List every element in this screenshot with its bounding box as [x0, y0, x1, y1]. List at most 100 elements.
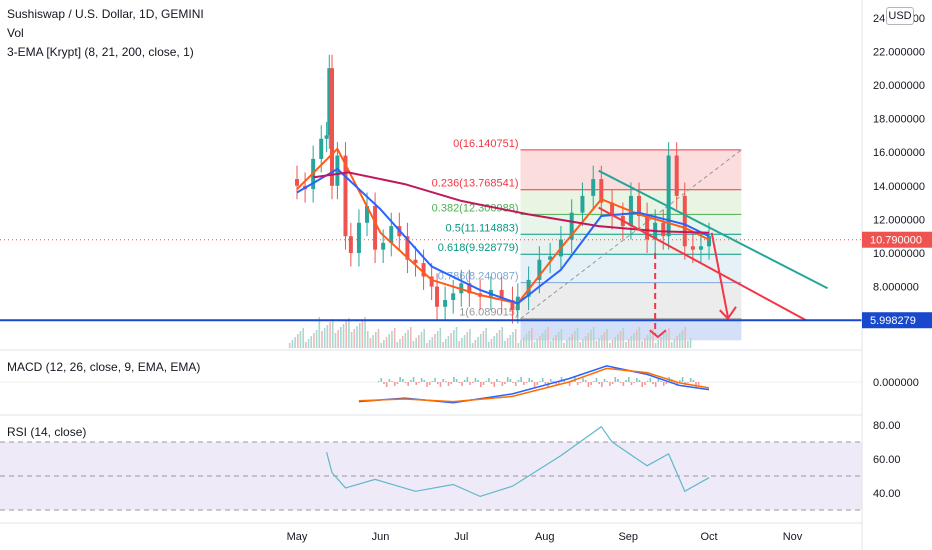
- channel-top-line: [598, 169, 828, 290]
- volume-bar: [404, 333, 407, 348]
- volume-bar: [436, 331, 439, 348]
- macd-histogram-bar: [453, 377, 455, 382]
- volume-bar: [466, 332, 469, 348]
- volume-bar: [689, 338, 692, 348]
- volume-legend[interactable]: Vol: [7, 26, 24, 40]
- macd-histogram-bar: [412, 377, 415, 382]
- breakdown-arrowhead: [719, 306, 737, 321]
- volume-bar: [331, 319, 334, 348]
- volume-bar: [673, 339, 676, 348]
- volume-bar: [334, 333, 337, 348]
- candle-body: [451, 293, 456, 301]
- candle-body: [389, 226, 394, 243]
- candle-body: [467, 283, 472, 294]
- macd-histogram-bar: [681, 377, 684, 382]
- volume-bar: [377, 329, 380, 348]
- volume-bar: [552, 338, 555, 348]
- volume-bar: [660, 337, 662, 348]
- volume-bar: [635, 330, 638, 348]
- price-tick-label: 20.000000: [873, 80, 925, 92]
- macd-histogram-bar: [622, 382, 625, 386]
- volume-bar: [391, 331, 393, 348]
- volume-bar: [684, 327, 686, 348]
- volume-bar: [676, 336, 678, 348]
- macd-histogram-bar: [498, 381, 501, 382]
- channel-bottom-line: [598, 206, 807, 322]
- support-price-tag-bg: [862, 312, 932, 329]
- currency-button[interactable]: USD: [886, 7, 914, 25]
- volume-bar: [520, 340, 522, 348]
- candle-body: [356, 222, 361, 253]
- volume-bar: [361, 320, 364, 348]
- volume-bar: [617, 334, 619, 348]
- support-price-tag: 5.998279: [870, 315, 916, 327]
- macd-histogram-bar: [480, 382, 482, 387]
- macd-histogram-bar: [539, 381, 541, 382]
- macd-signal-line: [358, 367, 710, 403]
- candle-body: [319, 138, 324, 159]
- macd-histogram-bar: [385, 382, 388, 387]
- macd-histogram-bar: [606, 381, 609, 382]
- macd-histogram-bar: [410, 380, 412, 382]
- volume-bar: [485, 328, 487, 348]
- macd-histogram-bar: [436, 382, 439, 384]
- candle-body: [443, 300, 448, 307]
- volume-bar: [627, 339, 630, 348]
- volume-bar: [388, 334, 391, 348]
- volume-bar: [383, 340, 385, 348]
- price-pane[interactable]: 0(16.140751) 0.236(13.768541) 0.382(12.300…: [0, 54, 862, 348]
- volume-bar: [337, 330, 339, 348]
- candle-body: [637, 195, 642, 217]
- candle-body: [421, 263, 426, 277]
- price-tick-label: 22.000000: [873, 46, 925, 58]
- price-tick-label: 8.000000: [873, 282, 919, 294]
- time-tick-label: Jun: [372, 531, 390, 543]
- macd-histogram-bar: [625, 380, 627, 382]
- volume-bar: [447, 336, 450, 348]
- macd-histogram-bar: [531, 380, 533, 382]
- ema-legend[interactable]: 3-EMA [Krypt] (8, 21, 200, close, 1): [7, 45, 194, 59]
- macd-histogram-bar: [488, 378, 490, 382]
- volume-bar: [469, 329, 471, 348]
- symbol-title[interactable]: Sushiswap / U.S. Dollar, 1D, GEMINI: [7, 7, 204, 21]
- volume-bar: [614, 337, 617, 348]
- macd-histogram-bar: [633, 382, 635, 383]
- macd-histogram-bar: [377, 381, 380, 382]
- volume-bar: [490, 339, 493, 348]
- macd-histogram-bar: [469, 382, 471, 385]
- volume-bar: [657, 340, 660, 348]
- volume-bar: [539, 336, 541, 348]
- fib-extension-zone: [520, 320, 742, 341]
- time-tick-label: Aug: [535, 531, 555, 543]
- volume-bar: [375, 332, 377, 348]
- macd-histogram-bar: [447, 382, 450, 386]
- ema-line: [313, 171, 710, 234]
- volume-bar: [458, 341, 460, 348]
- macd-legend[interactable]: MACD (12, 26, close, 9, EMA, EMA): [7, 360, 201, 374]
- volume-bar: [396, 342, 399, 348]
- volume-bar: [563, 343, 565, 348]
- rsi-legend[interactable]: RSI (14, close): [7, 425, 87, 439]
- candle-body: [335, 155, 340, 186]
- volume-bar: [644, 338, 646, 348]
- candle-body: [365, 205, 370, 223]
- rsi-pane: [0, 425, 862, 511]
- volume-bar: [340, 327, 342, 348]
- macd-histogram-bar: [485, 381, 487, 382]
- volume-bar: [358, 323, 361, 348]
- macd-histogram-bar: [614, 377, 617, 382]
- volume-bar: [506, 338, 509, 348]
- volume-bar: [366, 331, 369, 348]
- volume-bar: [487, 342, 490, 348]
- candle-body: [580, 195, 585, 213]
- volume-bar: [571, 334, 573, 348]
- volume-bar: [681, 330, 684, 348]
- volume-bar: [512, 332, 514, 348]
- macd-histogram-bar: [584, 380, 587, 382]
- breakdown-arrow: [710, 232, 729, 318]
- volume-bar: [444, 339, 447, 348]
- macd-histogram-bar: [560, 377, 563, 382]
- volume-bar: [547, 327, 549, 348]
- candle-body: [324, 135, 329, 139]
